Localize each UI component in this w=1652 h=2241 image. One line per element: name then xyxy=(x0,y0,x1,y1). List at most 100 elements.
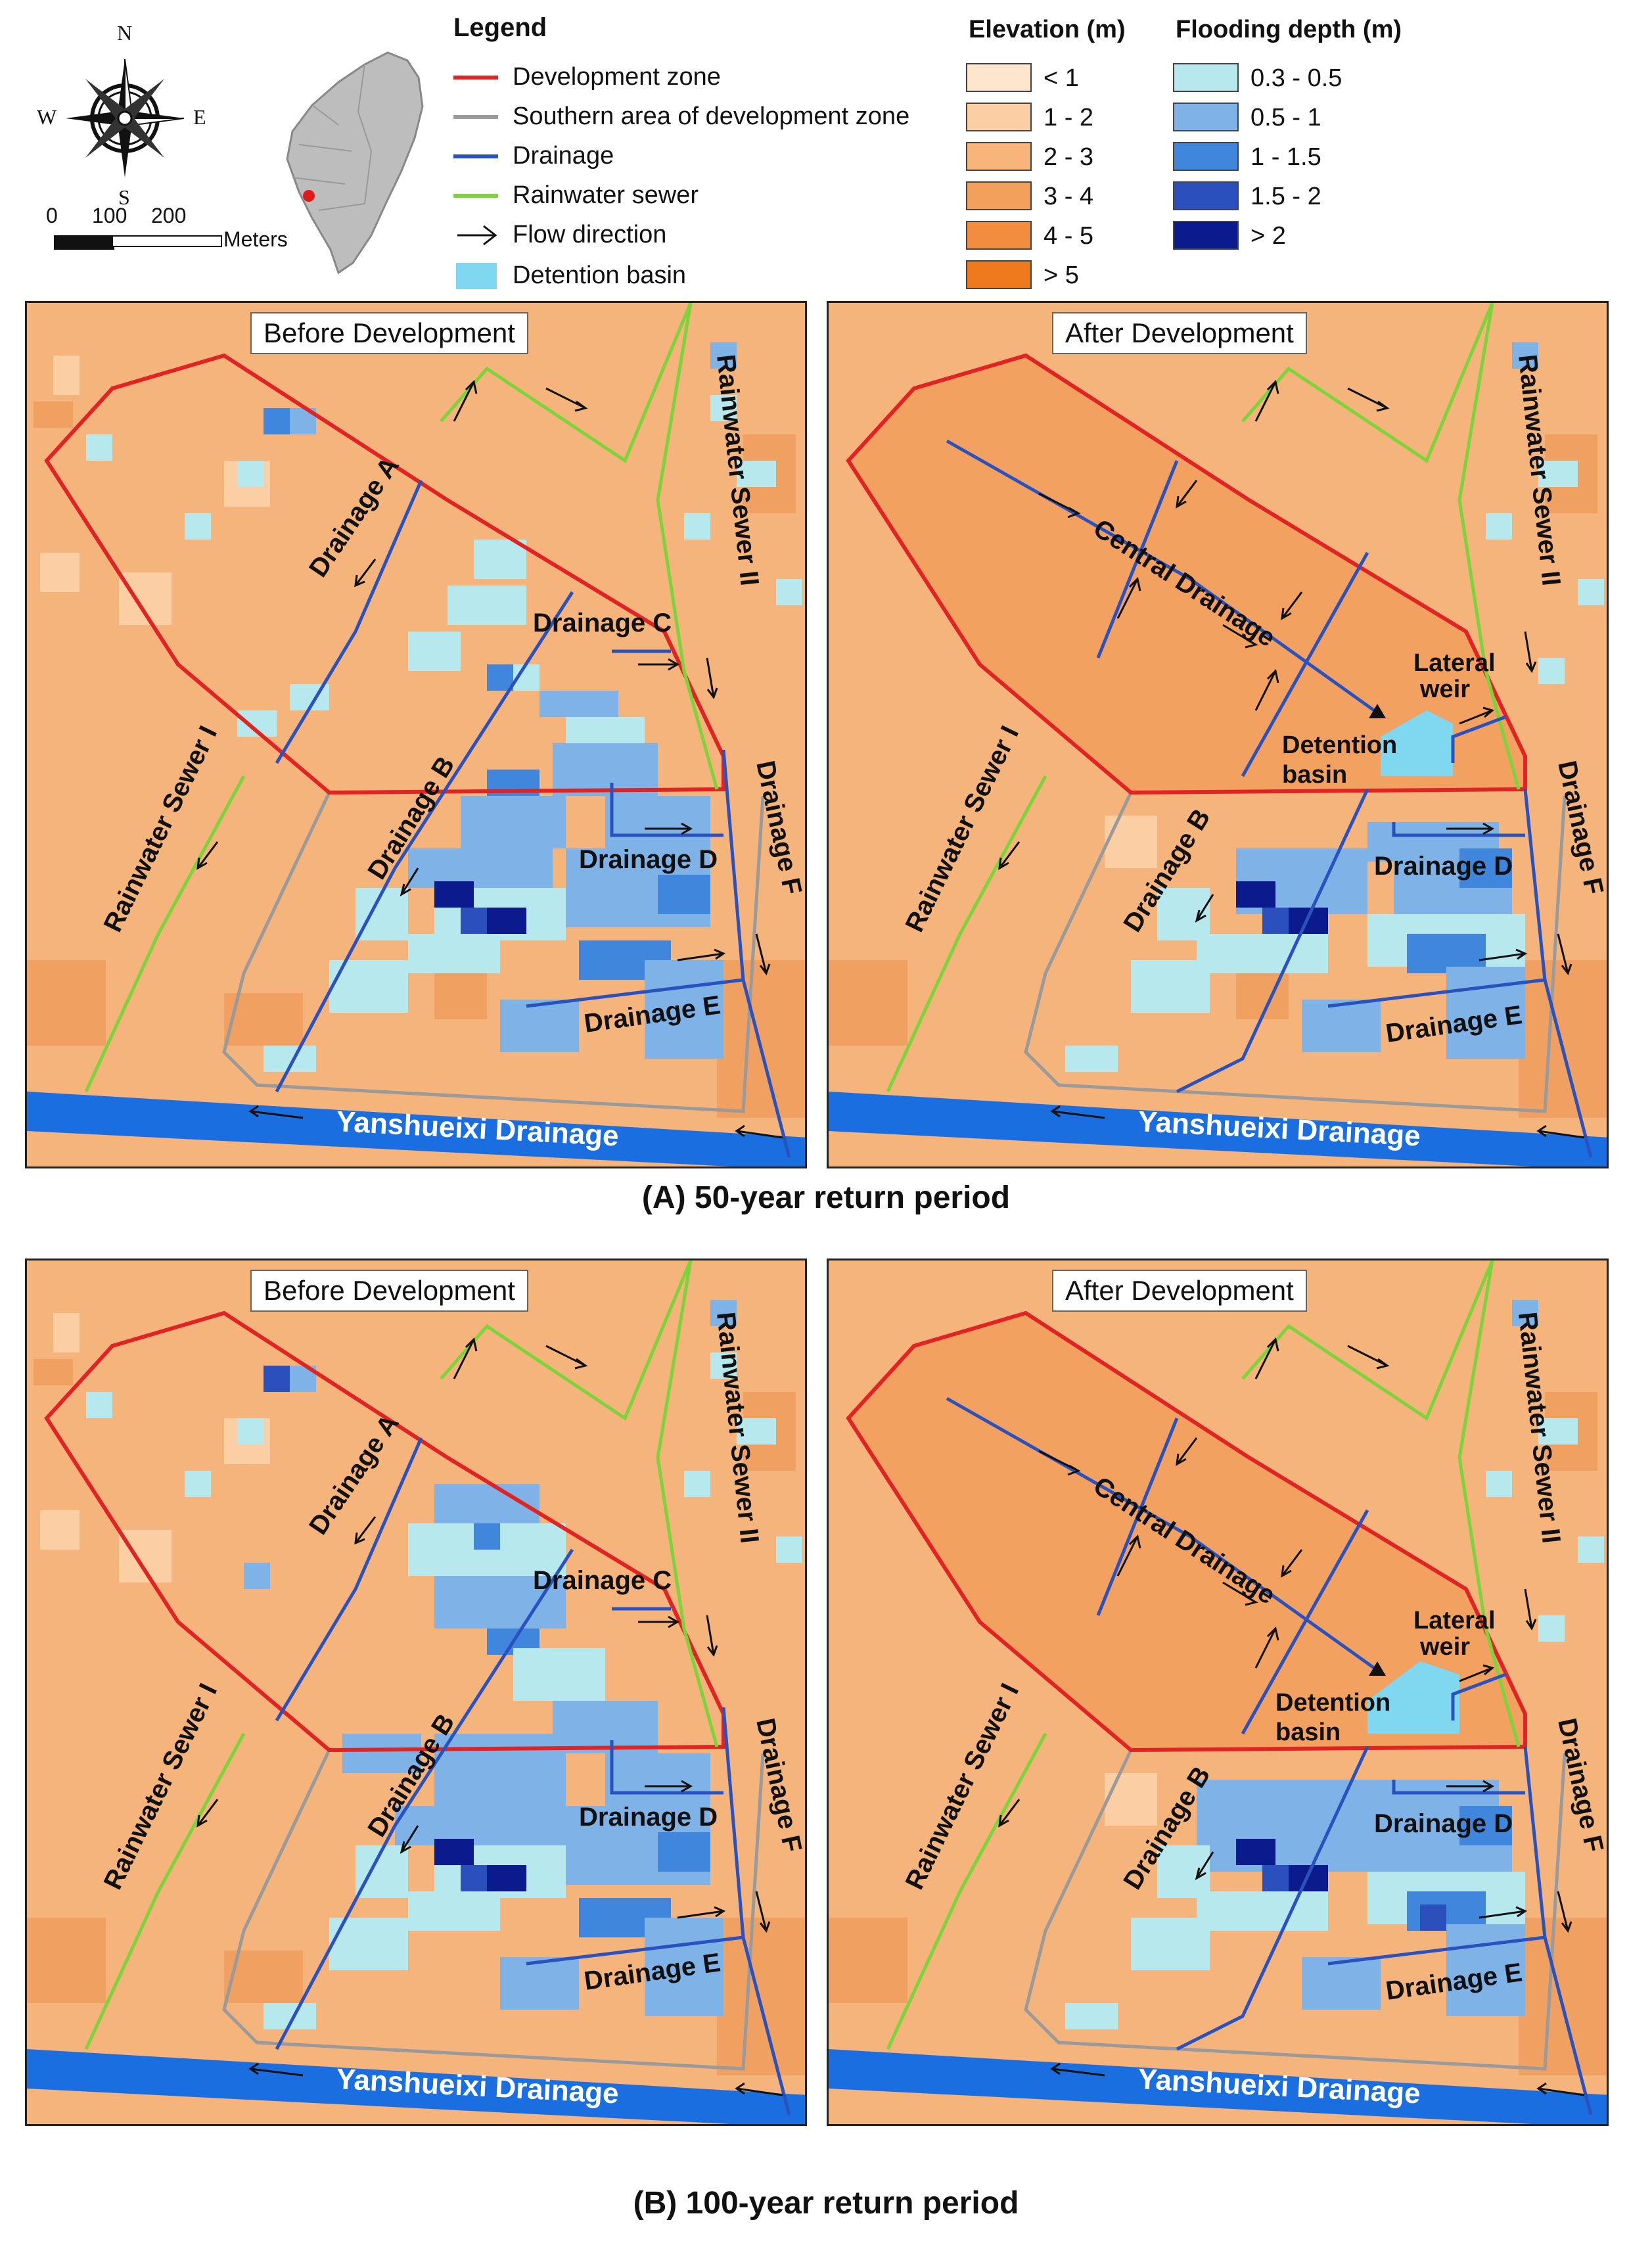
flooding-label-4: 1.5 - 2 xyxy=(1250,183,1321,210)
development-zone-boundary xyxy=(44,1310,725,1753)
flooding-swatch-4 xyxy=(1173,181,1239,210)
scale-tick-100: 100 xyxy=(92,204,127,227)
scale-unit: Meters xyxy=(223,227,288,251)
map-layer: Drainage A Drainage B Drainage C Drainag… xyxy=(27,303,805,1167)
label-drainage-d: Drainage D xyxy=(579,845,718,874)
rainwater-sewer-2 xyxy=(440,303,719,790)
elevation-label-6: > 5 xyxy=(1044,262,1079,289)
drainage-network xyxy=(946,439,1593,1158)
label-drainage-d: Drainage D xyxy=(1374,852,1513,881)
development-zone-boundary xyxy=(846,353,1527,795)
development-zone-boundary xyxy=(44,353,725,795)
flooding-label-3: 1 - 1.5 xyxy=(1250,143,1321,171)
legend-block: Legend Development zone Southern area of… xyxy=(447,13,946,296)
lateral-weir-marker xyxy=(1369,704,1386,718)
compass-rose: N S E W xyxy=(37,21,206,209)
flooding-label-5: > 2 xyxy=(1250,222,1286,250)
flooding-legend: Flooding depth (m) 0.3 - 0.5 0.5 - 1 1 -… xyxy=(1173,13,1449,263)
elevation-label-5: 4 - 5 xyxy=(1044,222,1094,250)
taiwan-inset xyxy=(273,46,444,276)
legend-item-detention-basin: Detention basin xyxy=(513,262,687,289)
panel-title: After Development xyxy=(1052,312,1307,354)
elevation-patches xyxy=(829,1392,1607,2075)
scale-bar-white xyxy=(112,235,222,247)
southern-area-boundary xyxy=(1024,791,1567,1113)
map-panel-100yr-after: Central Drainage Lateral weir Detention … xyxy=(827,1259,1609,2126)
detention-basin xyxy=(1381,710,1453,776)
flooding-legend-title: Flooding depth (m) xyxy=(1176,16,1402,43)
detention-basin xyxy=(1367,1661,1459,1734)
yanshueixi-river xyxy=(829,2049,1607,2124)
elevation-patches xyxy=(829,434,1607,1118)
raised-zone-fill xyxy=(848,1313,1525,1750)
map-layer: Central Drainage Lateral weir Detention … xyxy=(829,303,1607,1167)
label-detention-1: Detention xyxy=(1282,731,1397,759)
panel-title: Before Development xyxy=(250,1270,528,1312)
flooding-label-1: 0.3 - 0.5 xyxy=(1250,64,1342,92)
development-zone-boundary xyxy=(846,1310,1527,1753)
elevation-swatch-5 xyxy=(966,221,1032,250)
elevation-label-1: < 1 xyxy=(1044,64,1079,92)
label-drainage-d: Drainage D xyxy=(1374,1809,1513,1838)
label-lateral-weir-2: weir xyxy=(1419,676,1470,703)
label-drainage-c: Drainage C xyxy=(533,609,672,637)
elevation-swatch-4 xyxy=(966,181,1032,210)
scale-tick-0: 0 xyxy=(46,204,58,227)
elevation-legend-title: Elevation (m) xyxy=(969,16,1126,43)
rainwater-sewer-2 xyxy=(1241,303,1521,790)
legend-item-drainage: Drainage xyxy=(513,142,614,170)
yanshueixi-river xyxy=(27,1092,805,1167)
elevation-swatch-2 xyxy=(966,103,1032,131)
legend-item-southern-area: Southern area of development zone xyxy=(513,103,910,130)
label-detention-1: Detention xyxy=(1275,1689,1390,1717)
legend-title: Legend xyxy=(453,13,547,42)
flooding-swatch-3 xyxy=(1173,142,1239,171)
elevation-swatch-6 xyxy=(966,260,1032,289)
southern-area-boundary xyxy=(1024,1749,1567,2071)
drainage-network xyxy=(275,480,791,1158)
flooding-swatch-5 xyxy=(1173,221,1239,250)
scale-bar: 0 100 200 Meters xyxy=(46,204,288,263)
yanshueixi-river xyxy=(829,1092,1607,1167)
label-lateral-weir-1: Lateral xyxy=(1413,1607,1496,1634)
elevation-swatch-1 xyxy=(966,63,1032,92)
rainwater-sewer-1 xyxy=(886,775,1047,1093)
elevation-label-2: 1 - 2 xyxy=(1044,104,1094,131)
legend-symbols xyxy=(453,76,498,289)
flow-direction-arrows xyxy=(196,1337,783,2096)
lateral-weir-marker xyxy=(1369,1661,1386,1676)
drainage-network xyxy=(946,1397,1593,2115)
legend-item-rainwater-sewer: Rainwater sewer xyxy=(513,181,699,209)
flow-direction-arrows xyxy=(196,380,783,1139)
scale-tick-200: 200 xyxy=(151,204,187,227)
panel-title: After Development xyxy=(1052,1270,1307,1312)
caption-50yr: (A) 50-year return period xyxy=(641,1180,1011,1215)
southern-area-boundary xyxy=(222,791,765,1113)
yanshueixi-river xyxy=(27,2049,805,2124)
map-layer: Drainage A Drainage B Drainage C Drainag… xyxy=(27,1260,805,2124)
map-header: N S E W 0 100 200 Meters Legend xyxy=(0,0,1652,302)
drainage-network xyxy=(275,1437,791,2115)
legend-item-development-zone: Development zone xyxy=(513,63,721,91)
flooding-swatch-2 xyxy=(1173,103,1239,131)
flooding-swatch-1 xyxy=(1173,63,1239,92)
taiwan-locator-icon xyxy=(286,51,424,275)
label-drainage-d: Drainage D xyxy=(579,1803,718,1832)
flood-cells xyxy=(1065,342,1604,1072)
elevation-label-4: 3 - 4 xyxy=(1044,183,1094,210)
compass-icon xyxy=(66,58,185,177)
flooding-label-2: 0.5 - 1 xyxy=(1250,104,1321,131)
rainwater-sewer-2 xyxy=(1241,1260,1521,1747)
caption-100yr: (B) 100-year return period xyxy=(633,2186,1019,2221)
elevation-label-3: 2 - 3 xyxy=(1044,143,1094,171)
compass-e: E xyxy=(193,105,206,129)
map-panel-100yr-before: Drainage A Drainage B Drainage C Drainag… xyxy=(25,1259,807,2126)
label-detention-2: basin xyxy=(1275,1719,1341,1746)
rainwater-sewer-1 xyxy=(84,775,246,1093)
compass-s: S xyxy=(118,185,130,209)
rainwater-sewer-1 xyxy=(84,1732,246,2050)
flow-direction-arrows xyxy=(998,1337,1585,2096)
label-detention-2: basin xyxy=(1282,761,1347,789)
map-panel-50yr-before: Drainage A Drainage B Drainage C Drainag… xyxy=(25,301,807,1168)
map-panel-50yr-after: Central Drainage Lateral weir Detention … xyxy=(827,301,1609,1168)
